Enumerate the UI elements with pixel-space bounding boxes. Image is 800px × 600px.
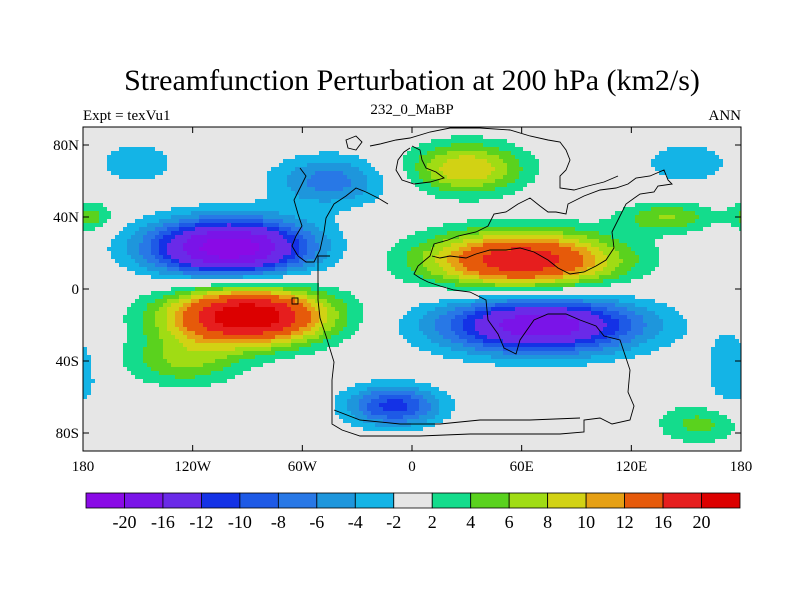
colorbar-label: -4 xyxy=(348,512,363,532)
colorbar-swatch xyxy=(316,492,356,509)
colorbar-label: -20 xyxy=(112,512,136,532)
colorbar-swatch xyxy=(239,492,279,509)
x-tick-label: 120W xyxy=(174,459,212,475)
left-string: Expt = texVu1 xyxy=(83,108,171,124)
colorbar-swatch xyxy=(662,492,702,509)
colorbar-label: -10 xyxy=(228,512,252,532)
colorbar-swatch xyxy=(701,492,741,509)
colorbar-swatch xyxy=(470,492,510,509)
x-tick-label: 120E xyxy=(615,459,647,475)
colorbar-label: -16 xyxy=(151,512,175,532)
colorbar-label: 10 xyxy=(577,512,595,532)
europe-outline xyxy=(395,145,445,185)
colorbar-swatch xyxy=(393,492,433,509)
colorbar-swatch xyxy=(547,492,587,509)
colorbar-label: -12 xyxy=(189,512,213,532)
colorbar-swatch xyxy=(354,492,395,509)
right-string: ANN xyxy=(709,108,742,124)
x-tick-label: 0 xyxy=(408,459,416,475)
colorbar-swatch xyxy=(124,492,164,509)
continent-outline xyxy=(291,127,673,437)
greenland-outline xyxy=(345,135,363,151)
x-tick-label: 180 xyxy=(730,459,753,475)
colorbar-label: -2 xyxy=(386,512,401,532)
colorbar-label: 6 xyxy=(505,512,514,532)
colorbar-label: 4 xyxy=(466,512,475,532)
x-tick-label: 180 xyxy=(72,459,95,475)
colorbar-swatch xyxy=(277,492,318,509)
colorbar-swatch xyxy=(201,492,241,509)
x-tick-label: 60E xyxy=(510,459,534,475)
y-tick-label: 80S xyxy=(56,426,79,442)
colorbar-label: -6 xyxy=(309,512,324,532)
colorbar-swatch xyxy=(585,492,625,509)
x-tick-label: 60W xyxy=(288,459,318,475)
antarctic-outline xyxy=(333,409,581,425)
colorbar-label: 20 xyxy=(693,512,711,532)
colorbar-swatch xyxy=(508,492,549,509)
contour-field xyxy=(83,127,741,451)
axis-ticks: 180 120W 60W 0 60E 120E 180 80N 40N 0 40S 80S xyxy=(53,127,752,475)
chart-title: Streamfunction Perturbation at 200 hPa (… xyxy=(124,64,700,97)
colorbar-swatch xyxy=(431,492,472,509)
colorbar-label: 8 xyxy=(543,512,552,532)
center-string: 232_0_MaBP xyxy=(370,102,453,118)
africa-eurasia-outline xyxy=(317,169,673,437)
colorbar: -20 -16 -12 -10 -8 -6 -4 -2 2 4 6 8 10 12 16 20 xyxy=(85,492,741,532)
colorbar-label: 16 xyxy=(654,512,672,532)
colorbar-swatch xyxy=(162,492,202,509)
colorbar-label: 2 xyxy=(428,512,437,532)
island-outline xyxy=(291,297,299,305)
americas-outline xyxy=(291,167,389,263)
colorbar-label: 12 xyxy=(616,512,634,532)
y-tick-label: 0 xyxy=(72,282,80,298)
colorbar-label: -8 xyxy=(271,512,286,532)
y-tick-label: 40N xyxy=(53,210,79,226)
colorbar-swatch xyxy=(85,492,125,509)
colorbar-swatch xyxy=(624,492,664,509)
y-tick-label: 40S xyxy=(56,354,79,370)
arctic-coast-outline xyxy=(369,127,619,191)
y-tick-label: 80N xyxy=(53,138,79,154)
